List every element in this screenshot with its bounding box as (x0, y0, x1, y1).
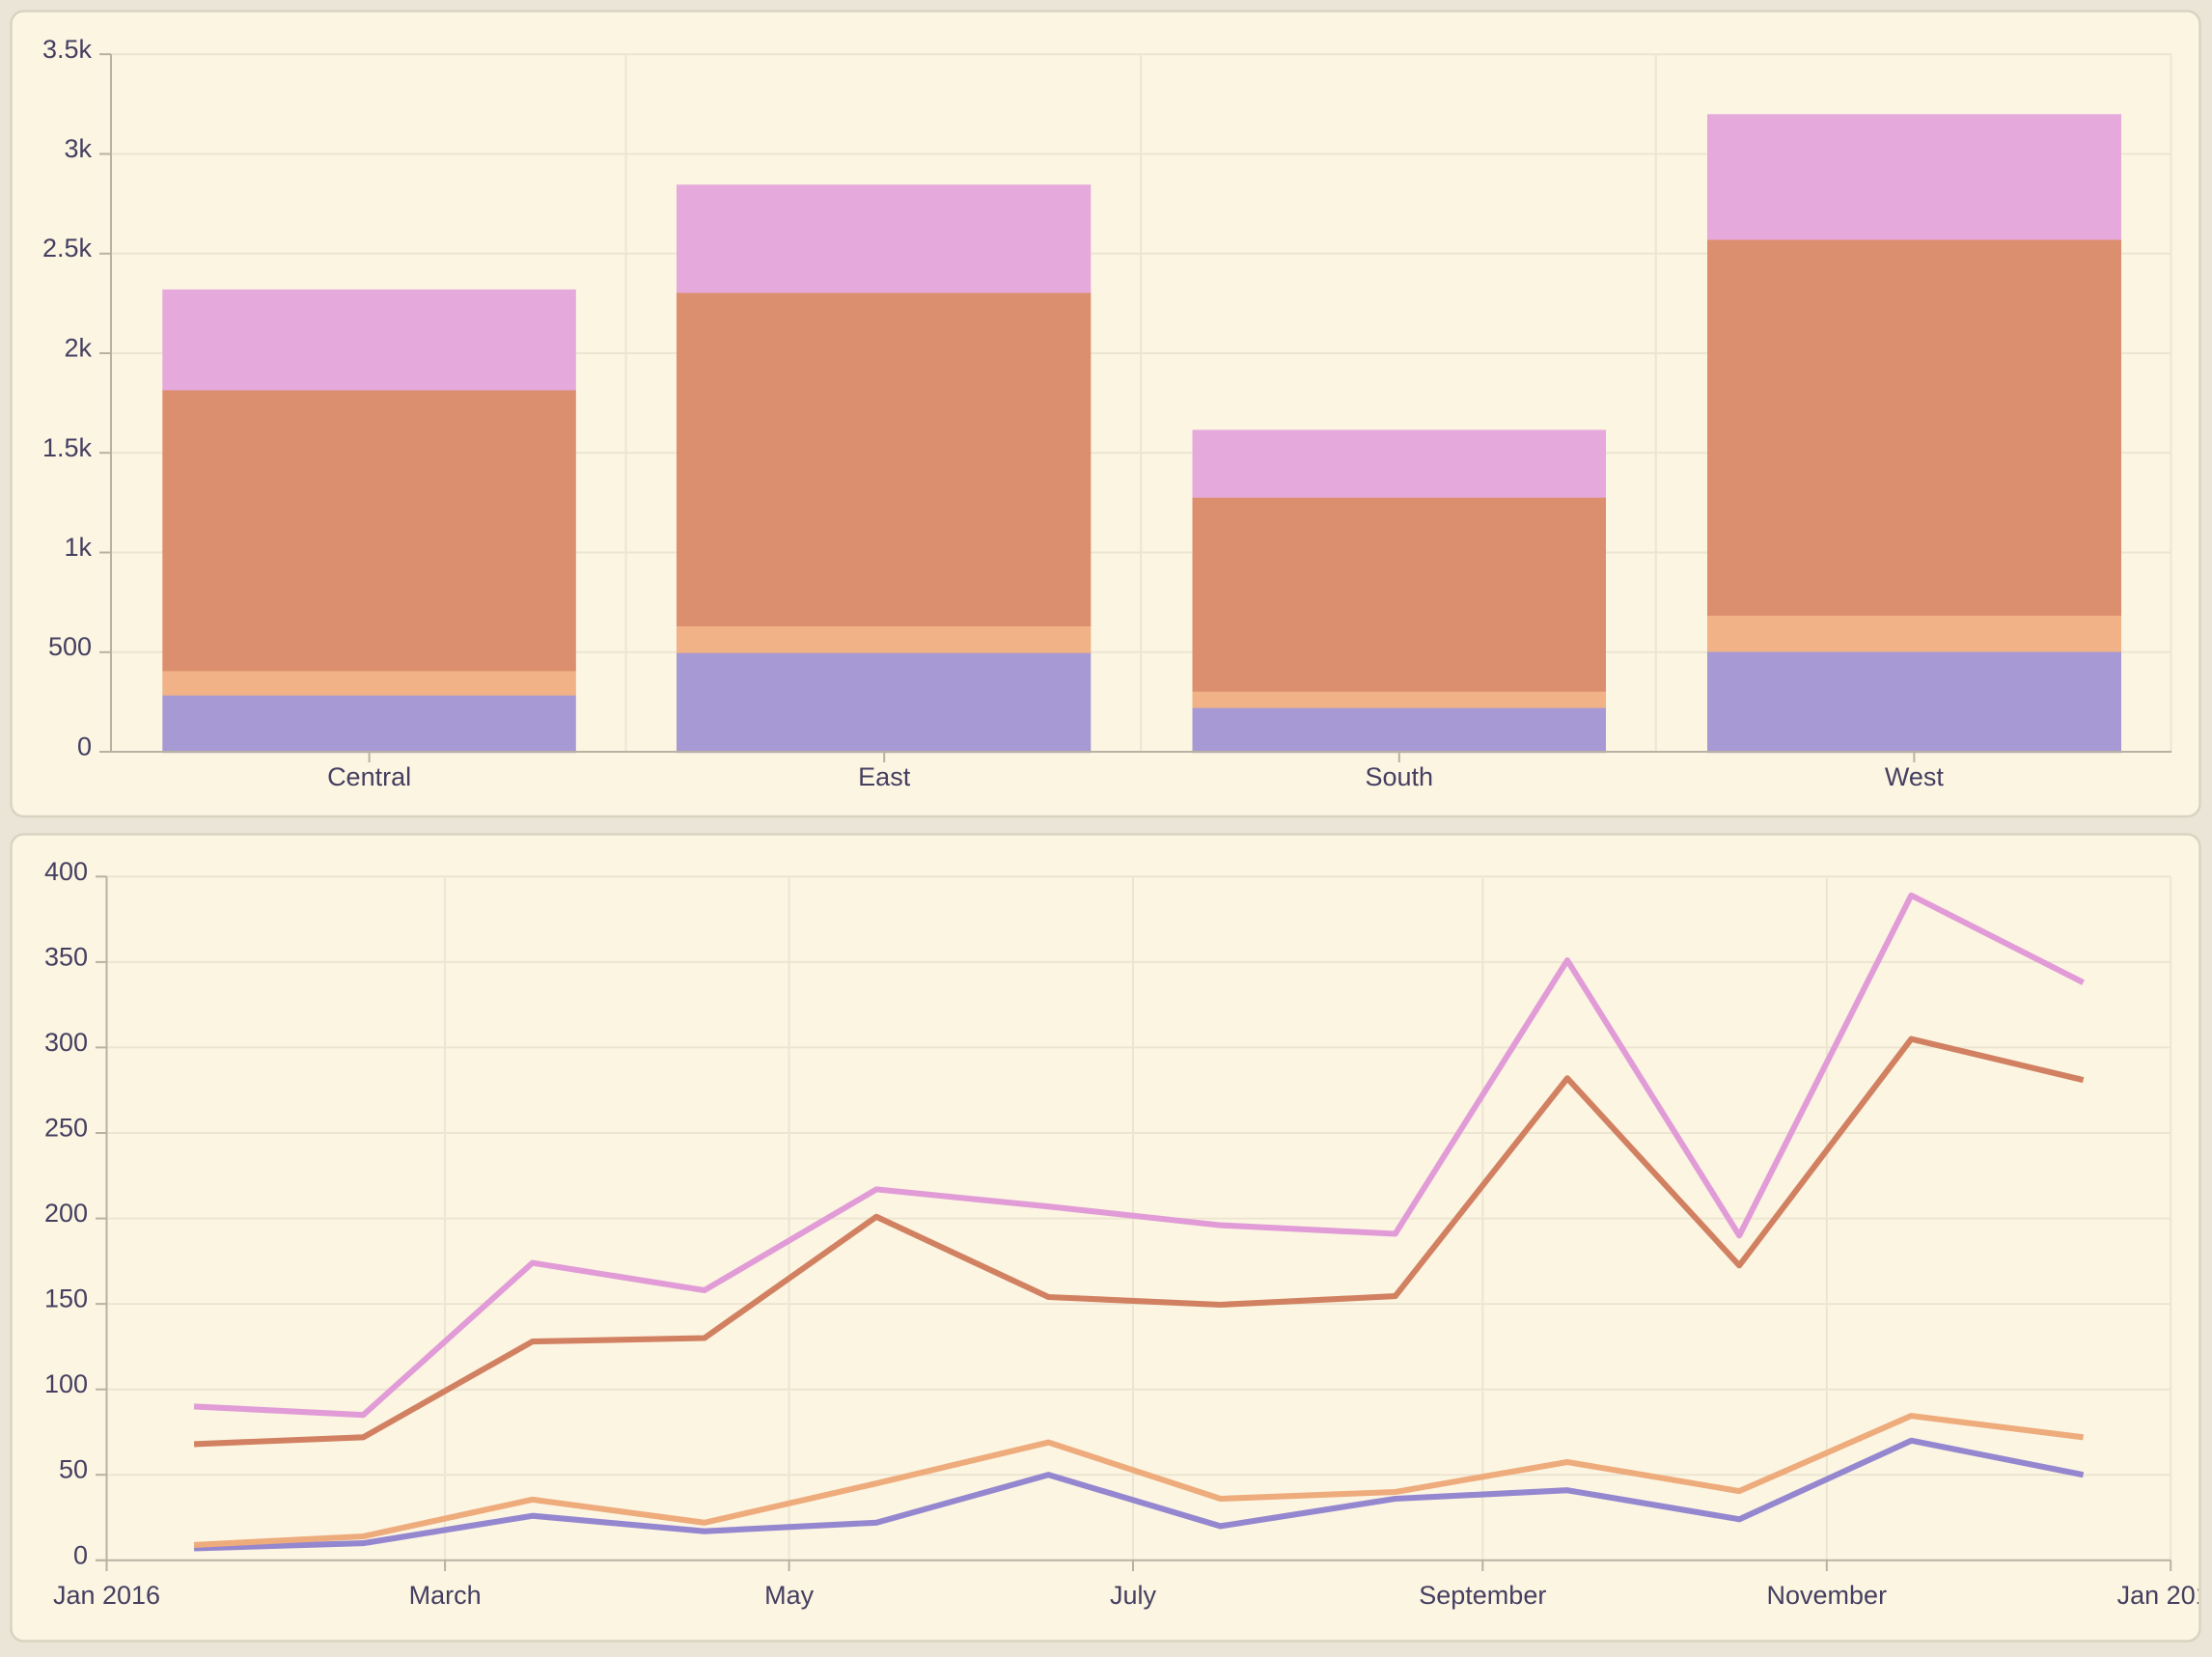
svg-text:100: 100 (44, 1369, 88, 1398)
svg-text:500: 500 (48, 632, 92, 661)
svg-text:1k: 1k (64, 533, 92, 562)
svg-text:South: South (1366, 762, 1434, 791)
svg-text:May: May (764, 1581, 815, 1610)
svg-text:Jan 2017: Jan 2017 (2117, 1581, 2212, 1610)
svg-text:3.5k: 3.5k (42, 35, 93, 64)
svg-text:March: March (409, 1581, 482, 1610)
svg-text:400: 400 (44, 857, 88, 886)
svg-text:150: 150 (44, 1284, 88, 1313)
svg-text:Central: Central (327, 762, 411, 791)
svg-text:0: 0 (77, 732, 92, 761)
svg-text:2.5k: 2.5k (42, 234, 93, 262)
svg-text:November: November (1767, 1581, 1888, 1610)
svg-text:3k: 3k (64, 134, 92, 163)
svg-text:200: 200 (44, 1199, 88, 1228)
svg-text:1.5k: 1.5k (42, 433, 93, 462)
svg-text:East: East (858, 762, 911, 791)
svg-text:September: September (1419, 1581, 1546, 1610)
svg-text:July: July (1110, 1581, 1157, 1610)
svg-text:0: 0 (73, 1540, 88, 1569)
svg-text:2k: 2k (64, 334, 92, 363)
svg-text:50: 50 (59, 1455, 88, 1484)
svg-text:300: 300 (44, 1028, 88, 1057)
svg-text:West: West (1885, 762, 1945, 791)
svg-text:350: 350 (44, 942, 88, 971)
svg-text:250: 250 (44, 1114, 88, 1143)
svg-text:Jan 2016: Jan 2016 (53, 1581, 160, 1610)
